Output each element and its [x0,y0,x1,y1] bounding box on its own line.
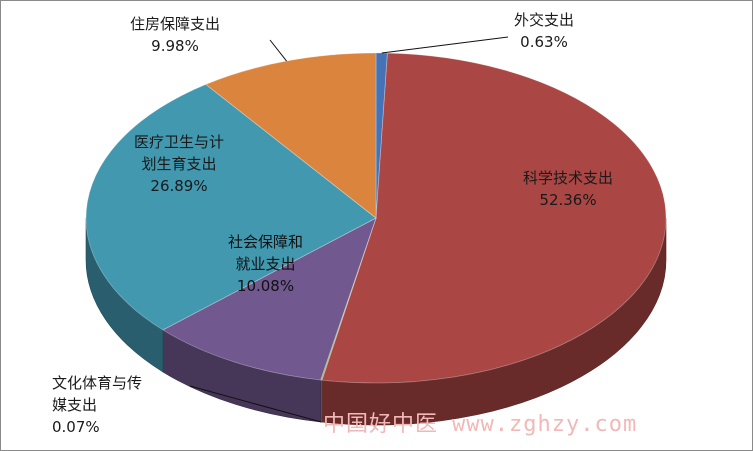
slice-label-shehui: 社会保障和 就业支出 10.08% [228,233,304,295]
pie-slice-2 [320,217,377,381]
pie-slice-0 [375,52,388,219]
pie-slice-4 [85,83,377,331]
watermark: 中国好中医 www.zghzy.com [323,406,637,438]
slice-label-zhufang: 住房保障支出 9.98% [130,15,221,55]
pie-sides [85,217,667,426]
leader-lines [189,36,509,423]
leader-line-zhufang [269,39,287,62]
pie-slice-5 [205,52,377,219]
pie-slice-3 [162,217,377,381]
pie-slice-1 [321,52,667,384]
slice-label-waijiao: 外交支出 0.63% [514,11,575,51]
leader-line-waijiao [381,36,509,54]
pie-tops [85,52,667,384]
watermark-url: www.zghzy.com [452,412,638,437]
slice-label-wenhua: 文化体育与传 媒支出 0.07% [52,374,143,436]
leader-line-wenhua [189,385,322,423]
slice-label-yiliao: 医疗卫生与计 划生育支出 26.89% [134,133,225,195]
watermark-text: 中国好中医 [323,412,439,437]
slice-label-kexue: 科学技术支出 52.36% [523,169,614,209]
